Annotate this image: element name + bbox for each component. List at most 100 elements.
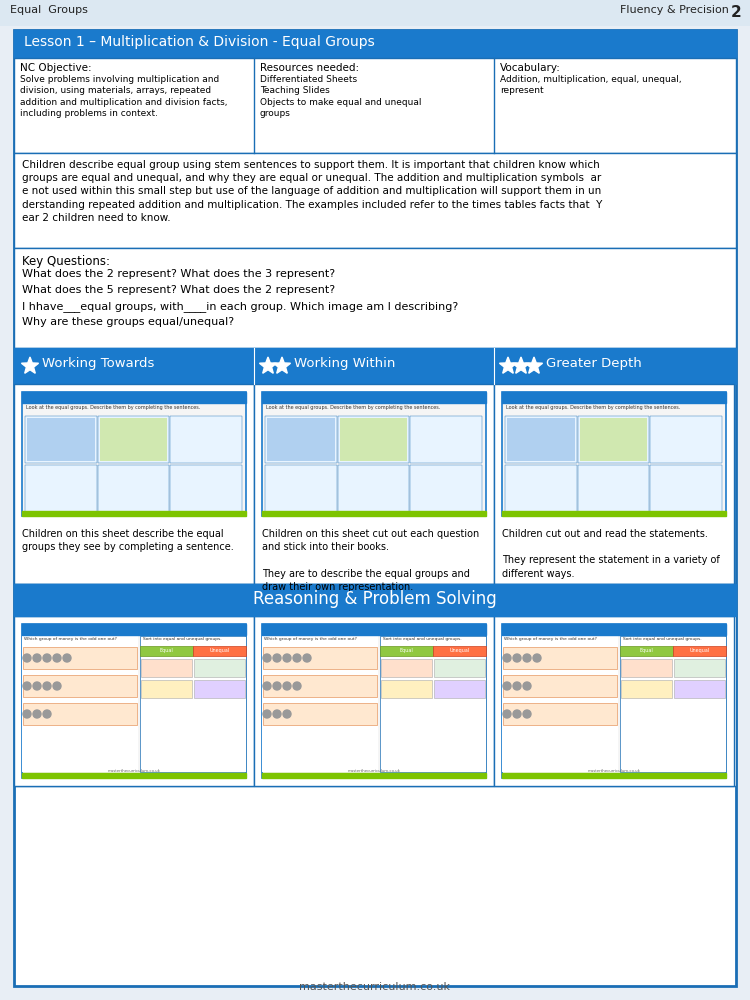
Text: Which group of money is the odd one out?: Which group of money is the odd one out? (504, 637, 597, 641)
Bar (505, 465, 577, 512)
Bar (267, 418, 334, 461)
Circle shape (523, 654, 531, 662)
Bar (194, 659, 245, 677)
Text: Which group of money is the odd one out?: Which group of money is the odd one out? (24, 637, 117, 641)
Bar (382, 680, 432, 698)
Bar (674, 680, 725, 698)
Bar (340, 418, 407, 461)
Circle shape (283, 710, 291, 718)
Bar (254, 384, 494, 584)
Bar (22, 636, 139, 772)
Bar (262, 636, 379, 772)
Circle shape (33, 682, 41, 690)
Circle shape (23, 654, 31, 662)
Circle shape (263, 710, 271, 718)
Polygon shape (500, 357, 517, 373)
Circle shape (513, 654, 521, 662)
Bar (262, 392, 486, 403)
Bar (580, 418, 647, 461)
Text: What does the 2 represent? What does the 3 represent?: What does the 2 represent? What does the… (22, 269, 335, 279)
Circle shape (293, 654, 301, 662)
Bar (502, 636, 619, 772)
Bar (620, 646, 674, 656)
Circle shape (23, 710, 31, 718)
Bar (27, 418, 94, 461)
Bar (22, 511, 246, 516)
Bar (0, 0, 750, 26)
Bar (380, 636, 486, 772)
Polygon shape (512, 357, 529, 373)
Text: 2: 2 (731, 5, 742, 20)
Polygon shape (274, 357, 290, 373)
Circle shape (523, 710, 531, 718)
Bar (23, 703, 137, 725)
Bar (265, 465, 337, 512)
Text: masterthecurriculum.co.uk: masterthecurriculum.co.uk (299, 982, 451, 992)
Text: What does the 5 represent? What does the 2 represent?: What does the 5 represent? What does the… (22, 285, 335, 295)
Circle shape (503, 654, 511, 662)
Circle shape (263, 682, 271, 690)
Circle shape (43, 682, 51, 690)
Text: Unequal: Unequal (449, 648, 470, 653)
Bar (502, 392, 726, 403)
Bar (23, 675, 137, 697)
Bar (503, 675, 617, 697)
Bar (14, 30, 736, 58)
Text: Look at the equal groups. Describe them by completing the sentences.: Look at the equal groups. Describe them … (26, 405, 200, 410)
Bar (433, 646, 486, 656)
Polygon shape (22, 357, 38, 373)
Text: Greater Depth: Greater Depth (546, 357, 642, 370)
Bar (142, 680, 192, 698)
Bar (22, 773, 246, 778)
Bar (494, 384, 734, 584)
Text: Solve problems involving multiplication and
division, using materials, arrays, r: Solve problems involving multiplication … (20, 75, 227, 118)
Bar (338, 416, 410, 463)
Circle shape (503, 710, 511, 718)
Bar (502, 624, 726, 635)
Bar (338, 465, 410, 512)
Circle shape (503, 682, 511, 690)
Bar (262, 511, 486, 516)
Bar (503, 647, 617, 669)
Circle shape (293, 682, 301, 690)
Bar (650, 416, 722, 463)
Bar (502, 773, 726, 778)
Bar (434, 659, 485, 677)
Bar (142, 659, 192, 677)
Circle shape (273, 682, 281, 690)
Bar (262, 773, 486, 778)
Bar (254, 616, 494, 786)
Bar (25, 416, 97, 463)
Bar (262, 392, 486, 516)
Bar (140, 646, 194, 656)
Circle shape (303, 654, 311, 662)
Text: Sort into equal and unequal groups.: Sort into equal and unequal groups. (143, 637, 222, 641)
Bar (194, 680, 245, 698)
Circle shape (63, 654, 71, 662)
Bar (23, 647, 137, 669)
Bar (380, 646, 433, 656)
Text: Lesson 1 – Multiplication & Division - Equal Groups: Lesson 1 – Multiplication & Division - E… (24, 35, 375, 49)
Circle shape (43, 710, 51, 718)
Bar (22, 392, 246, 403)
Bar (170, 465, 242, 512)
Bar (622, 680, 672, 698)
Text: Unequal: Unequal (209, 648, 230, 653)
Bar (410, 416, 482, 463)
Text: Equal: Equal (160, 648, 174, 653)
Bar (22, 624, 246, 635)
Text: Children describe equal group using stem sentences to support them. It is import: Children describe equal group using stem… (22, 160, 602, 223)
Text: Children cut out and read the statements.

They represent the statement in a var: Children cut out and read the statements… (502, 529, 720, 579)
Bar (263, 675, 377, 697)
Bar (650, 465, 722, 512)
Bar (100, 418, 167, 461)
Bar (505, 416, 577, 463)
Text: masterthecurriculum.co.uk: masterthecurriculum.co.uk (107, 769, 160, 773)
Circle shape (523, 682, 531, 690)
Circle shape (533, 654, 541, 662)
Text: Differentiated Sheets
Teaching Slides
Objects to make equal and unequal
groups: Differentiated Sheets Teaching Slides Ob… (260, 75, 422, 118)
Text: Reasoning & Problem Solving: Reasoning & Problem Solving (253, 590, 496, 608)
Bar (14, 248, 736, 348)
Circle shape (273, 654, 281, 662)
Text: NC Objective:: NC Objective: (20, 63, 92, 73)
